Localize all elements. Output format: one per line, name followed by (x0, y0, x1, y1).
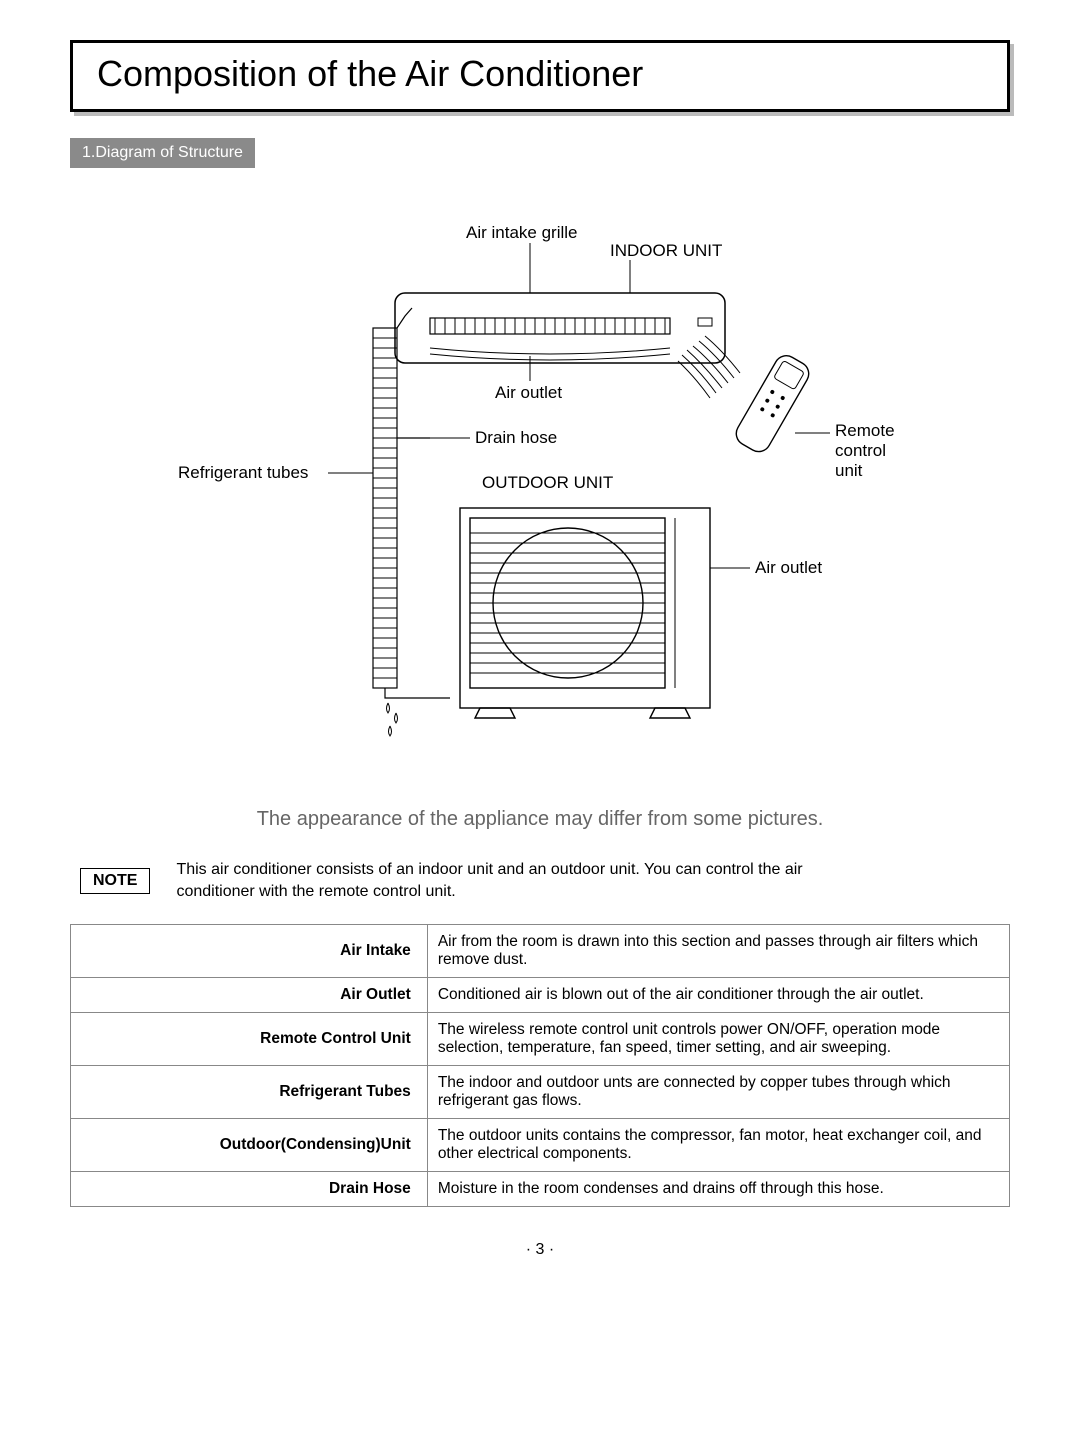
table-row: Drain Hose Moisture in the room condense… (71, 1172, 1010, 1207)
parts-label: Air Outlet (71, 978, 428, 1013)
label-remote-control: Remote control unit (835, 421, 899, 480)
label-indoor-unit: INDOOR UNIT (610, 241, 722, 260)
section-tag: 1.Diagram of Structure (70, 138, 255, 168)
parts-desc: Air from the room is drawn into this sec… (427, 925, 1009, 978)
refrigerant-tubes-icon (373, 308, 450, 736)
page-title: Composition of the Air Conditioner (97, 53, 983, 95)
table-row: Outdoor(Condensing)Unit The outdoor unit… (71, 1119, 1010, 1172)
parts-label: Refrigerant Tubes (71, 1066, 428, 1119)
outdoor-unit-icon (460, 508, 710, 718)
indoor-unit-icon (395, 293, 725, 363)
parts-desc: Conditioned air is blown out of the air … (427, 978, 1009, 1013)
parts-label: Drain Hose (71, 1172, 428, 1207)
structure-diagram: Air intake grille INDOOR UNIT Air outlet… (70, 198, 1010, 778)
appearance-disclaimer: The appearance of the appliance may diff… (70, 808, 1010, 831)
page-number: · 3 · (70, 1241, 1010, 1259)
note-row: NOTE This air conditioner consists of an… (80, 859, 1010, 902)
note-badge: NOTE (80, 868, 150, 894)
note-text: This air conditioner consists of an indo… (176, 859, 816, 902)
table-row: Refrigerant Tubes The indoor and outdoor… (71, 1066, 1010, 1119)
parts-desc: Moisture in the room condenses and drain… (427, 1172, 1009, 1207)
label-drain-hose: Drain hose (475, 428, 557, 447)
label-refrigerant-tubes: Refrigerant tubes (178, 463, 308, 482)
title-box: Composition of the Air Conditioner (70, 40, 1010, 112)
table-row: Air Intake Air from the room is drawn in… (71, 925, 1010, 978)
parts-desc: The indoor and outdoor unts are connecte… (427, 1066, 1009, 1119)
label-air-outlet-indoor: Air outlet (495, 383, 562, 402)
page: Composition of the Air Conditioner 1.Dia… (0, 0, 1080, 1289)
parts-desc: The outdoor units contains the compresso… (427, 1119, 1009, 1172)
label-air-intake-grille: Air intake grille (466, 223, 578, 242)
table-row: Air Outlet Conditioned air is blown out … (71, 978, 1010, 1013)
parts-label: Outdoor(Condensing)Unit (71, 1119, 428, 1172)
table-row: Remote Control Unit The wireless remote … (71, 1013, 1010, 1066)
label-outdoor-unit: OUTDOOR UNIT (482, 473, 613, 492)
remote-control-icon (678, 336, 813, 456)
parts-desc: The wireless remote control unit control… (427, 1013, 1009, 1066)
parts-label: Remote Control Unit (71, 1013, 428, 1066)
parts-label: Air Intake (71, 925, 428, 978)
parts-table: Air Intake Air from the room is drawn in… (70, 924, 1010, 1207)
label-air-outlet-outdoor: Air outlet (755, 558, 822, 577)
